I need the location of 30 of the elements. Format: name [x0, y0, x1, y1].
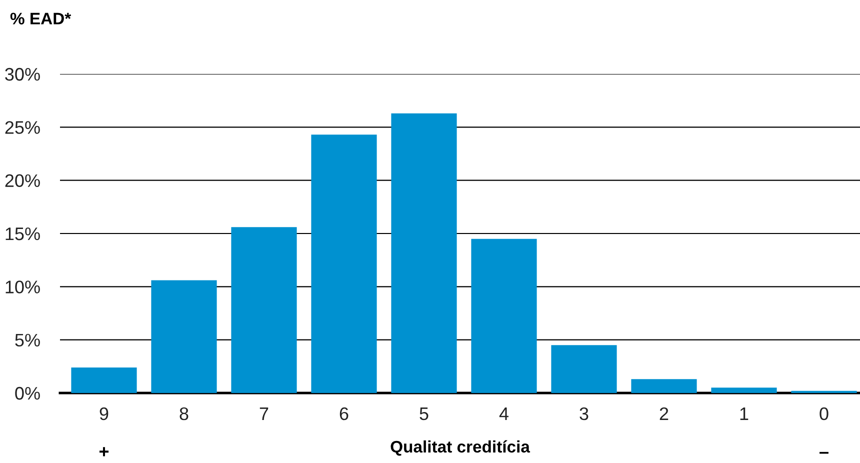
bar	[71, 367, 137, 393]
text: +	[99, 447, 109, 456]
y-tick-label: 10%	[6, 280, 40, 294]
x-tick-label: 4	[499, 408, 508, 420]
bar	[551, 345, 617, 393]
x-tick-label: 6	[340, 407, 348, 420]
y-tick-label: 20%	[5, 174, 40, 188]
bar	[151, 280, 217, 393]
y-tick-label: 25%	[5, 121, 40, 134]
bar	[471, 238, 537, 393]
bar	[711, 388, 777, 393]
y-tick-label: 15%	[6, 228, 40, 240]
x-tick-label: 5	[420, 408, 428, 420]
y-tick-label: 0%	[15, 386, 40, 400]
y-tick-label: 30%	[5, 68, 40, 81]
x-tick-label: 2	[660, 407, 668, 420]
y-tick-label: 5%	[15, 334, 40, 347]
x-tick-label: 0	[820, 407, 828, 420]
bar	[311, 134, 377, 393]
text: –	[820, 452, 828, 454]
x-tick-label: 9	[100, 407, 108, 420]
x-tick-label: 7	[260, 408, 268, 420]
x-axis-title: Qualitat creditícia	[390, 440, 530, 456]
bar	[631, 379, 697, 393]
x-tick-label: 3	[580, 407, 588, 420]
x-tick-label: 8	[180, 407, 188, 420]
bar	[391, 113, 457, 393]
y-axis-title: % EAD*	[10, 12, 72, 24]
x-tick-label: 1	[740, 408, 748, 420]
bar	[231, 227, 297, 393]
